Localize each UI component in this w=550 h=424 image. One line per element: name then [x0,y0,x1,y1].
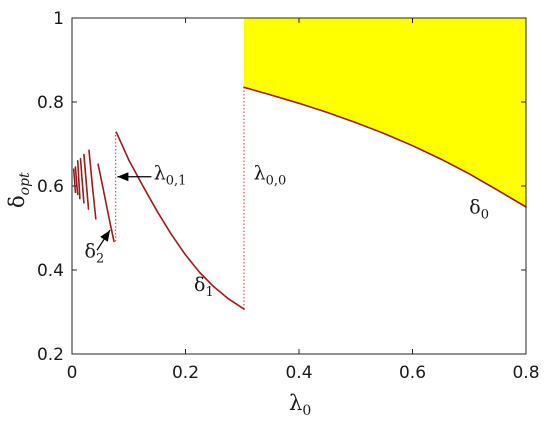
curve-0 [243,86,527,208]
x-tick-label-3: 0.6 [399,363,426,383]
x-tick-label-1: 0.2 [172,363,199,383]
delta0-label-base: δ [469,196,480,218]
annotation-arrows [96,172,152,251]
lambda00-label: λ0,0 [254,163,287,189]
y-axis-label: δopt [5,172,33,208]
curve-3 [88,149,97,220]
curve-5 [79,157,85,204]
curve-7 [74,166,79,196]
delta1-label-base: δ [194,274,205,296]
y-tick-label-1: 0.4 [37,261,64,281]
curve-1 [115,131,245,310]
x-axis-label: λ0 [289,391,311,419]
delta2-label-base: δ [84,240,95,262]
curve-8 [72,168,77,194]
delta1-label: δ1 [194,274,214,300]
y-axis-label-base: δ [5,195,29,208]
delta2-label: δ2 [84,240,104,266]
y-tick-label-3: 0.8 [37,93,64,113]
x-axis-label-base: λ [289,391,302,415]
delta0-label-sub: 0 [481,207,489,222]
annotation-arrow-head-1 [100,230,111,242]
y-axis-label-sub: opt [17,172,33,195]
curve-4 [83,153,90,210]
curve-2 [97,163,115,243]
feasible-region-fill [243,18,526,207]
axis-tick-labels: 0 0.2 0.4 0.6 0.80.20.40.60.81 [37,9,540,383]
axis-ticks [71,17,527,355]
data-curves [72,86,527,310]
delta1-label-sub: 1 [205,285,213,300]
x-axis-label-sub: 0 [302,403,311,419]
y-tick-label-2: 0.6 [37,177,64,197]
lambda00-label-base: λ [254,163,266,185]
delta0-label: δ0 [469,196,489,222]
y-tick-label-4: 1 [53,9,64,29]
lambda01-label-sub: 0,1 [166,174,187,189]
delta2-label-sub: 2 [96,251,104,266]
lambda00-label-sub: 0,0 [266,174,287,189]
threshold-lines [115,87,245,310]
x-tick-label-4: 0.8 [512,363,539,383]
y-tick-label-0: 0.2 [37,345,64,365]
x-tick-label-0: 0 [67,363,78,383]
lambda01-label: λ0,1 [154,163,187,189]
curve-6 [76,160,81,200]
x-tick-label-2: 0.4 [285,363,312,383]
lambda01-label-base: λ [154,163,166,185]
annotation-arrow-head-0 [117,172,129,182]
